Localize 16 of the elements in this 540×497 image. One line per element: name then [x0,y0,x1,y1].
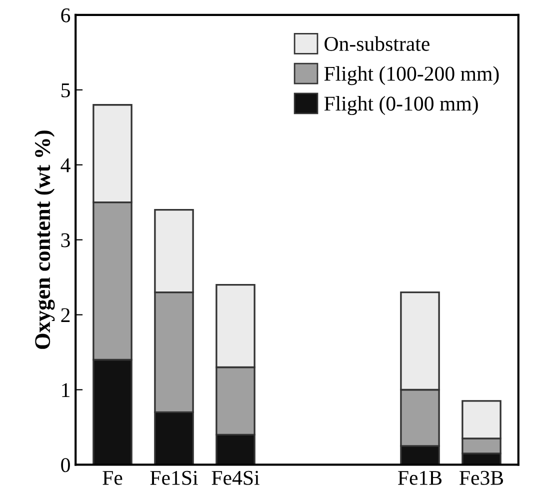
x-tick-label: Fe [102,471,122,485]
x-tick-label: Fe1B [398,470,442,485]
y-tick-label: 2 [61,308,70,322]
y-tick-label: 4 [60,158,70,172]
y-axis-title: Oxygen content (wt %) [34,130,55,349]
x-tick-label: Fe4Si [212,470,260,485]
legend-label: Flight (0-100 mm) [324,96,478,116]
legend-label: Flight (100-200 mm) [324,66,499,86]
x-tick-label: Fe3B [460,470,504,485]
y-tick-label: 0 [61,458,70,472]
y-tick-label: 1 [62,383,70,397]
y-tick-label: 5 [62,83,70,98]
x-tick-label: Fe1Si [150,470,198,485]
y-tick-label: 6 [61,8,70,22]
y-tick-label: 3 [61,233,70,248]
legend-label: On-substrate [324,36,430,51]
